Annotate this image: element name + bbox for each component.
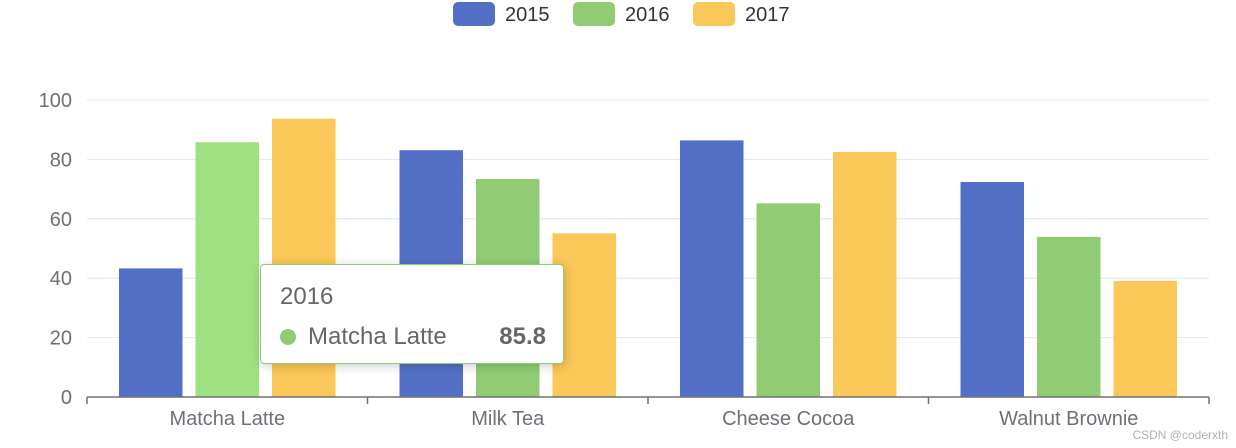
tooltip-title: 2016	[280, 283, 334, 310]
x-tick-label: Cheese Cocoa	[722, 408, 855, 430]
x-tick-label: Milk Tea	[471, 408, 545, 430]
x-axis: Matcha Latte Milk Tea Cheese Cocoa Walnut B…	[86, 396, 1210, 430]
x-tick-label: Matcha Latte	[169, 408, 285, 430]
y-tick-label: 0	[61, 387, 72, 409]
bar[interactable]	[1037, 236, 1101, 397]
tooltip-value: 85.8	[499, 323, 546, 350]
tooltip: 2016 Matcha Latte 85.8	[260, 264, 564, 364]
x-tick-label: Walnut Brownie	[999, 408, 1138, 430]
bar[interactable]	[119, 268, 183, 397]
legend[interactable]: 2015 2016 2017	[453, 2, 790, 26]
y-tick-label: 80	[50, 149, 72, 171]
legend-swatch[interactable]	[693, 2, 735, 26]
bar[interactable]	[195, 142, 260, 397]
tooltip-marker-icon	[280, 329, 296, 345]
legend-label[interactable]: 2015	[505, 4, 550, 26]
legend-swatch[interactable]	[573, 2, 615, 26]
legend-swatch[interactable]	[453, 2, 495, 26]
bar[interactable]	[756, 203, 821, 397]
y-axis-labels: 0 20 40 60 80 100	[39, 90, 72, 409]
y-tick-label: 40	[50, 268, 72, 290]
bar[interactable]	[1113, 280, 1178, 397]
legend-label[interactable]: 2017	[745, 4, 790, 26]
bar[interactable]	[833, 151, 897, 397]
legend-label[interactable]: 2016	[625, 4, 670, 26]
bar[interactable]	[960, 181, 1025, 397]
y-tick-label: 60	[50, 209, 72, 231]
tooltip-series-name: Matcha Latte	[308, 323, 447, 350]
watermark: CSDN @coderxth	[1132, 428, 1228, 442]
y-tick-label: 100	[39, 90, 72, 112]
y-tick-label: 20	[50, 328, 72, 350]
bar[interactable]	[680, 140, 744, 397]
